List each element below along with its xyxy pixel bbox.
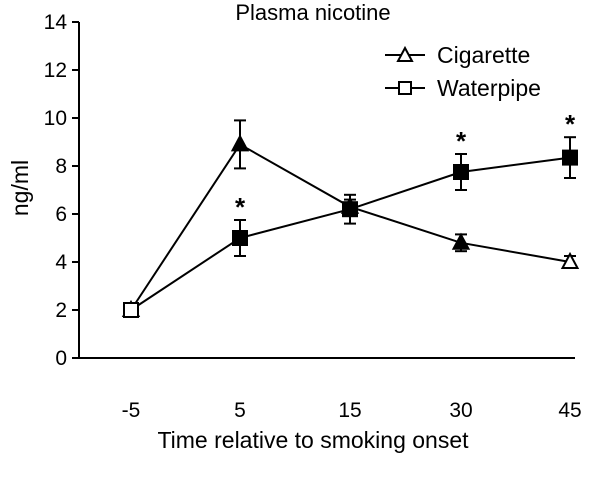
point-cigarette bbox=[560, 251, 580, 269]
series-line-cigarette bbox=[130, 143, 571, 311]
point-waterpipe bbox=[232, 230, 248, 246]
legend-label-waterpipe: Waterpipe bbox=[437, 75, 541, 101]
point-cigarette bbox=[451, 232, 471, 250]
x-axis-label: Time relative to smoking onset bbox=[157, 427, 469, 453]
plot-area: 0 2 4 6 8 10 12 14 -5 5 15 30 45 * * * bbox=[44, 11, 582, 422]
point-waterpipe bbox=[123, 302, 139, 318]
y-tick-label: 12 bbox=[44, 59, 67, 82]
y-tick-label: 8 bbox=[55, 155, 67, 178]
legend-item-waterpipe: Waterpipe bbox=[385, 75, 541, 101]
significance-annotation: * bbox=[565, 109, 576, 139]
significance-annotation: * bbox=[456, 126, 467, 156]
legend-label-cigarette: Cigarette bbox=[437, 42, 530, 68]
point-waterpipe bbox=[453, 164, 469, 180]
x-tick-label: 45 bbox=[558, 399, 581, 422]
y-tick-label: 2 bbox=[55, 299, 67, 322]
x-tick-label: 15 bbox=[338, 399, 361, 422]
x-tick-label: -5 bbox=[122, 399, 141, 422]
legend-square-marker bbox=[398, 81, 412, 95]
significance-annotation: * bbox=[235, 192, 246, 222]
series-line-waterpipe bbox=[130, 156, 571, 311]
legend-triangle-marker bbox=[396, 45, 414, 62]
point-waterpipe bbox=[562, 149, 578, 166]
legend: Cigarette Waterpipe bbox=[385, 42, 541, 101]
y-axis-label: ng/ml bbox=[7, 160, 33, 216]
legend-item-cigarette: Cigarette bbox=[385, 42, 530, 68]
x-tick-label: 30 bbox=[449, 399, 472, 422]
y-tick-label: 6 bbox=[55, 203, 67, 226]
y-tick-label: 10 bbox=[44, 107, 67, 130]
y-tick-label: 14 bbox=[44, 11, 68, 34]
point-waterpipe bbox=[342, 201, 358, 218]
x-tick-label: 5 bbox=[234, 399, 246, 422]
chart-title: Plasma nicotine bbox=[235, 0, 390, 25]
point-cigarette bbox=[230, 134, 250, 152]
y-tick-label: 4 bbox=[55, 251, 67, 274]
y-tick-label: 0 bbox=[55, 347, 67, 370]
